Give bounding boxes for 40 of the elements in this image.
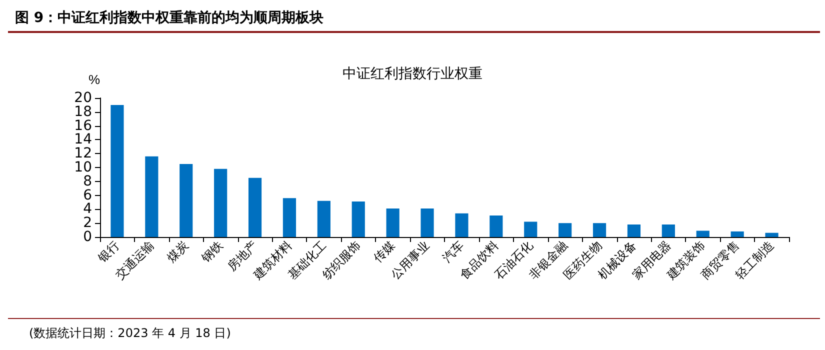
bar: [524, 222, 538, 237]
bar: [696, 230, 710, 237]
y-tick-label: 12: [74, 146, 92, 162]
x-tick-label: 传媒: [370, 238, 398, 265]
x-tick-label: 钢铁: [198, 238, 226, 266]
y-tick-label: 0: [83, 229, 92, 245]
bar: [180, 164, 193, 237]
y-tick-label: 6: [83, 187, 92, 204]
x-tick-label: 汽车: [440, 238, 467, 265]
y-tick-label: 18: [74, 104, 92, 120]
chart-title: 图 9：中证红利指数中权重靠前的均为顺周期板块: [15, 10, 324, 26]
bar: [386, 208, 400, 237]
bar: [317, 200, 330, 237]
bar: [214, 168, 228, 237]
y-tick-label: 2: [83, 215, 92, 232]
y-tick-label: 20: [74, 90, 92, 106]
chart-subtitle: 中证红利指数行业权重: [342, 66, 482, 82]
bar: [248, 178, 262, 237]
bar: [765, 232, 778, 237]
x-tick-label: 银行: [94, 238, 122, 266]
y-axis-title: %: [88, 72, 100, 87]
bar: [558, 223, 572, 237]
bar: [145, 156, 158, 237]
bar: [490, 215, 503, 237]
bar: [730, 231, 744, 237]
bar: [110, 104, 124, 237]
bar: [592, 223, 606, 237]
bar: [352, 202, 365, 237]
bar: [282, 198, 296, 237]
bar: [420, 208, 434, 237]
y-tick-label: 4: [83, 201, 92, 218]
y-tick-label: 8: [83, 173, 92, 190]
bar: [627, 224, 641, 237]
y-tick-label: 14: [74, 132, 92, 148]
text: (数据统计日期：2023 年 4 月 18 日): [29, 326, 231, 340]
x-tick-label: 煤炭: [164, 238, 192, 265]
y-tick-label: 16: [74, 118, 92, 134]
bar: [662, 224, 675, 237]
bar: [455, 213, 468, 237]
y-tick-label: 10: [74, 160, 92, 176]
